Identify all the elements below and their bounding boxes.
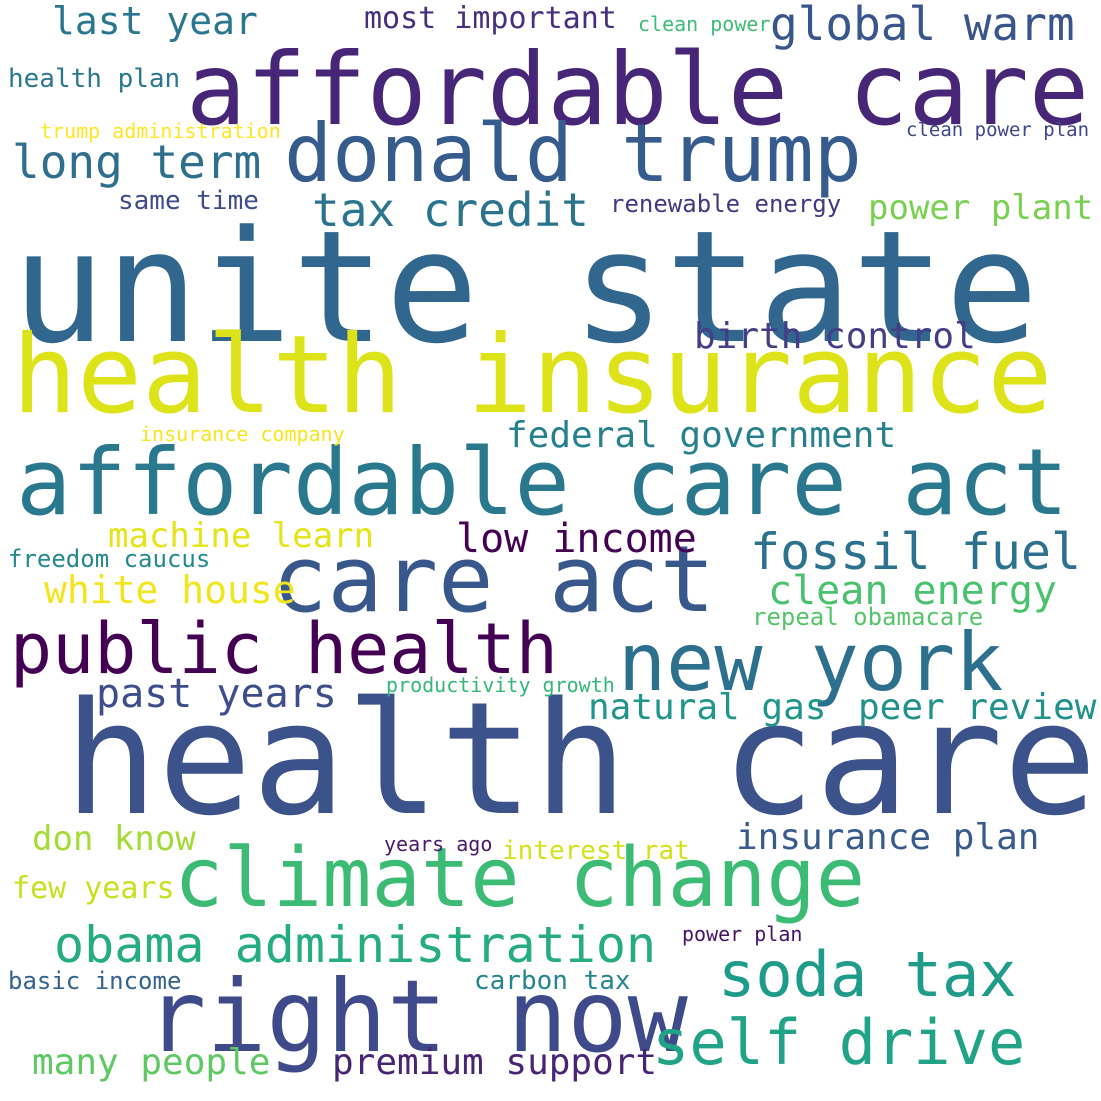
- word-basic-income: basic income: [8, 967, 182, 995]
- word-soda-tax: soda tax: [718, 938, 1017, 1011]
- word-years-ago: years ago: [384, 832, 493, 856]
- word-premium-support: premium support: [332, 1042, 658, 1083]
- word-interest-rat: interest rat: [502, 836, 690, 866]
- word-natural-gas: natural gas: [588, 687, 827, 728]
- word-health-plan: health plan: [8, 64, 181, 94]
- word-white-house: white house: [44, 568, 296, 612]
- word-power-plan: power plan: [682, 922, 803, 946]
- word-freedom-caucus: freedom caucus: [8, 545, 211, 573]
- word-power-plant: power plant: [868, 188, 1094, 228]
- word-unite-state: unite state: [12, 197, 1039, 378]
- word-care-act: care act: [272, 526, 716, 633]
- word-few-years: few years: [12, 871, 175, 906]
- word-health-insurance: health insurance: [12, 313, 1053, 438]
- word-machine-learn: machine learn: [108, 516, 375, 556]
- word-insurance-plan: insurance plan: [736, 817, 1040, 858]
- word-most-important: most important: [364, 1, 617, 36]
- word-new-york: new york: [618, 616, 1004, 709]
- word-obama-administration: obama administration: [54, 916, 657, 974]
- word-carbon-tax: carbon tax: [474, 966, 631, 996]
- word-climate-change: climate change: [174, 831, 866, 926]
- word-clean-power: clean power: [638, 12, 771, 36]
- word-clean-energy: clean energy: [768, 568, 1057, 614]
- word-federal-government: federal government: [506, 415, 897, 456]
- word-public-health: public health: [10, 608, 558, 690]
- word-self-drive: self drive: [652, 1006, 1026, 1079]
- word-affordable-care: affordable care: [186, 31, 1090, 148]
- word-same-time: same time: [118, 186, 259, 216]
- word-last-year: last year: [52, 0, 258, 43]
- word-insurance-company: insurance company: [140, 422, 345, 446]
- word-many-people: many people: [32, 1042, 271, 1083]
- word-repeal-obamacare: repeal obamacare: [752, 603, 984, 631]
- word-health-care: health care: [64, 668, 1098, 850]
- word-long-term: long term: [12, 135, 262, 189]
- word-tax-credit: tax credit: [312, 183, 589, 237]
- word-don-know: don know: [32, 819, 196, 859]
- word-global-warm: global warm: [770, 0, 1075, 51]
- word-productivity-growth: productivity growth: [386, 673, 615, 697]
- word-renewable-energy: renewable energy: [610, 190, 842, 218]
- word-past-years: past years: [96, 671, 337, 717]
- word-low-income: low income: [456, 516, 697, 562]
- word-peer-review: peer review: [858, 687, 1097, 728]
- word-right-now: right now: [146, 958, 688, 1075]
- word-donald-trump: donald trump: [284, 107, 862, 200]
- word-affordable-care-act: affordable care act: [16, 429, 1069, 536]
- word-clean-power-plan: clean power plan: [906, 119, 1090, 141]
- word-fossil-fuel: fossil fuel: [750, 523, 1082, 581]
- word-birth-control: birth control: [694, 316, 976, 357]
- word-trump-administration: trump administration: [40, 119, 281, 143]
